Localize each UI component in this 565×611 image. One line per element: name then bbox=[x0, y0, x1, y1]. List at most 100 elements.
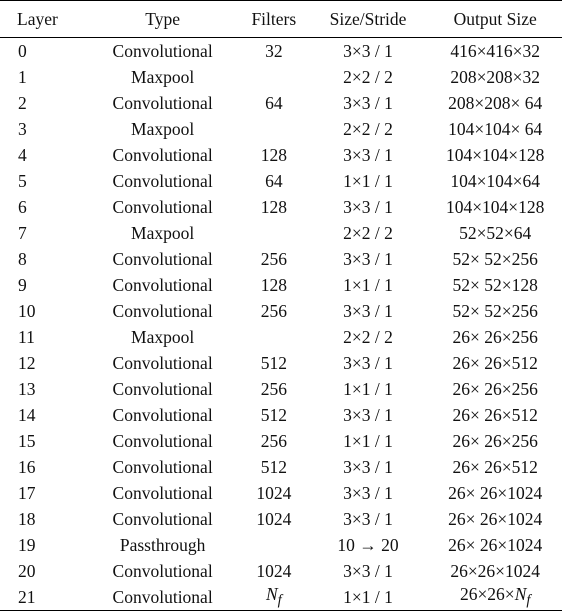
cell-type: Convolutional bbox=[112, 248, 213, 269]
cell-output-size: 52× 52×256 bbox=[452, 300, 538, 321]
cell-filters: 64 bbox=[265, 92, 283, 113]
cell-output-size: 104×104×64 bbox=[450, 170, 541, 191]
cell-layer: 1 bbox=[18, 66, 27, 87]
cell-filters: 256 bbox=[260, 378, 287, 399]
table-row: 19 Passthrough 10 → 20 26× 26×1024 bbox=[0, 532, 562, 558]
table-row: 11 Maxpool 2×2 / 2 26× 26×256 bbox=[0, 324, 562, 350]
cell-type: Maxpool bbox=[131, 66, 195, 87]
header-type: Type bbox=[145, 8, 180, 29]
cell-size-stride: 1×1 / 1 bbox=[343, 430, 393, 451]
table-body: 0 Convolutional 32 3×3 / 1 416×416×32 1 Maxpoo… bbox=[0, 38, 562, 611]
cell-size-stride: 1×1 / 1 bbox=[343, 170, 393, 191]
cell-layer: 9 bbox=[18, 274, 27, 295]
cell-output-size: 26× 26×256 bbox=[452, 326, 538, 347]
cell-output-size: 26×26×Nf bbox=[459, 584, 531, 609]
cell-filters bbox=[240, 64, 308, 90]
cell-layer: 5 bbox=[18, 170, 27, 191]
cell-size-stride: 3×3 / 1 bbox=[343, 144, 393, 165]
cell-size-stride: 3×3 / 1 bbox=[343, 40, 393, 61]
cell-layer: 3 bbox=[18, 118, 27, 139]
cell-size-stride: 2×2 / 2 bbox=[343, 326, 393, 347]
cell-layer: 20 bbox=[18, 560, 36, 581]
cell-layer: 7 bbox=[18, 222, 27, 243]
table-row: 2 Convolutional 64 3×3 / 1 208×208× 64 bbox=[0, 90, 562, 116]
cell-size-stride: 3×3 / 1 bbox=[343, 300, 393, 321]
cell-output-size: 52× 52×256 bbox=[452, 248, 538, 269]
cell-filters: 1024 bbox=[256, 508, 292, 529]
cell-output-size: 26× 26×512 bbox=[452, 456, 538, 477]
cell-layer: 10 bbox=[18, 300, 36, 321]
header-output-size: Output Size bbox=[453, 8, 537, 29]
table-row: 3 Maxpool 2×2 / 2 104×104× 64 bbox=[0, 116, 562, 142]
cell-type: Maxpool bbox=[131, 118, 195, 139]
cell-filters: Nf bbox=[240, 584, 308, 611]
cell-output-size: 416×416×32 bbox=[450, 40, 541, 61]
cell-type: Convolutional bbox=[112, 300, 213, 321]
table-row: 5 Convolutional 64 1×1 / 1 104×104×64 bbox=[0, 168, 562, 194]
cell-layer: 16 bbox=[18, 456, 36, 477]
table-row: 14 Convolutional 512 3×3 / 1 26× 26×512 bbox=[0, 402, 562, 428]
cell-type: Convolutional bbox=[112, 352, 213, 373]
table-row: 17 Convolutional 1024 3×3 / 1 26× 26×1024 bbox=[0, 480, 562, 506]
table-row: 13 Convolutional 256 1×1 / 1 26× 26×256 bbox=[0, 376, 562, 402]
table-row: 15 Convolutional 256 1×1 / 1 26× 26×256 bbox=[0, 428, 562, 454]
cell-filters: 512 bbox=[260, 456, 287, 477]
cell-size-stride: 1×1 / 1 bbox=[343, 586, 393, 607]
table-row: 0 Convolutional 32 3×3 / 1 416×416×32 bbox=[0, 38, 562, 65]
cell-type: Convolutional bbox=[112, 170, 213, 191]
table-row: 7 Maxpool 2×2 / 2 52×52×64 bbox=[0, 220, 562, 246]
cell-output-size: 52×52×64 bbox=[459, 222, 532, 243]
cell-layer: 21 bbox=[18, 586, 36, 607]
table-row: 6 Convolutional 128 3×3 / 1 104×104×128 bbox=[0, 194, 562, 220]
cell-type: Convolutional bbox=[112, 482, 213, 503]
header-filters: Filters bbox=[251, 8, 297, 29]
cell-layer: 14 bbox=[18, 404, 36, 425]
table-row: 4 Convolutional 128 3×3 / 1 104×104×128 bbox=[0, 142, 562, 168]
cell-layer: 19 bbox=[18, 534, 36, 555]
cell-layer: 15 bbox=[18, 430, 36, 451]
cell-filters: 32 bbox=[265, 40, 283, 61]
cell-filters: 256 bbox=[260, 430, 287, 451]
cell-output-size: 26× 26×512 bbox=[452, 352, 538, 373]
cell-filters bbox=[240, 116, 308, 142]
header-row: Layer Type Filters Size/Stride Output Si… bbox=[0, 0, 562, 38]
math-n-symbol: N bbox=[265, 584, 278, 605]
cell-type: Maxpool bbox=[131, 222, 195, 243]
cell-filters: 1024 bbox=[256, 560, 292, 581]
cell-output-size: 208×208× 64 bbox=[448, 92, 543, 113]
cell-filters bbox=[240, 532, 308, 558]
cell-filters: 512 bbox=[260, 404, 287, 425]
cell-type: Convolutional bbox=[112, 378, 213, 399]
table-row: 9 Convolutional 128 1×1 / 1 52× 52×128 bbox=[0, 272, 562, 298]
cell-type: Convolutional bbox=[112, 560, 213, 581]
math-f-subscript: f bbox=[526, 592, 531, 609]
table-row: 20 Convolutional 1024 3×3 / 1 26×26×1024 bbox=[0, 558, 562, 584]
cell-size-stride: 3×3 / 1 bbox=[343, 456, 393, 477]
header-size-stride: Size/Stride bbox=[329, 8, 407, 29]
cell-type: Convolutional bbox=[112, 144, 213, 165]
cell-filters: 512 bbox=[260, 352, 287, 373]
cell-output-size: 26× 26×256 bbox=[452, 430, 538, 451]
cell-size-stride: 2×2 / 2 bbox=[343, 66, 393, 87]
cell-filters: 128 bbox=[260, 144, 287, 165]
cell-layer: 13 bbox=[18, 378, 36, 399]
cell-layer: 8 bbox=[18, 248, 27, 269]
cell-size-stride: 2×2 / 2 bbox=[343, 118, 393, 139]
cell-layer: 11 bbox=[18, 326, 35, 347]
cell-output-size: 208×208×32 bbox=[450, 66, 541, 87]
cell-size-stride: 3×3 / 1 bbox=[343, 560, 393, 581]
cell-layer: 2 bbox=[18, 92, 27, 113]
cell-filters: 256 bbox=[260, 248, 287, 269]
math-f-subscript: f bbox=[277, 592, 282, 609]
cell-layer: 6 bbox=[18, 196, 27, 217]
cell-output-size: 26× 26×1024 bbox=[448, 534, 543, 555]
cell-size-stride: 1×1 / 1 bbox=[343, 378, 393, 399]
cell-output-size: 26×26×1024 bbox=[450, 560, 541, 581]
cell-filters bbox=[240, 220, 308, 246]
cell-size-stride: 3×3 / 1 bbox=[343, 92, 393, 113]
table-row: 18 Convolutional 1024 3×3 / 1 26× 26×1024 bbox=[0, 506, 562, 532]
cell-layer: 17 bbox=[18, 482, 36, 503]
cell-type: Convolutional bbox=[112, 508, 213, 529]
cell-type: Maxpool bbox=[131, 326, 195, 347]
